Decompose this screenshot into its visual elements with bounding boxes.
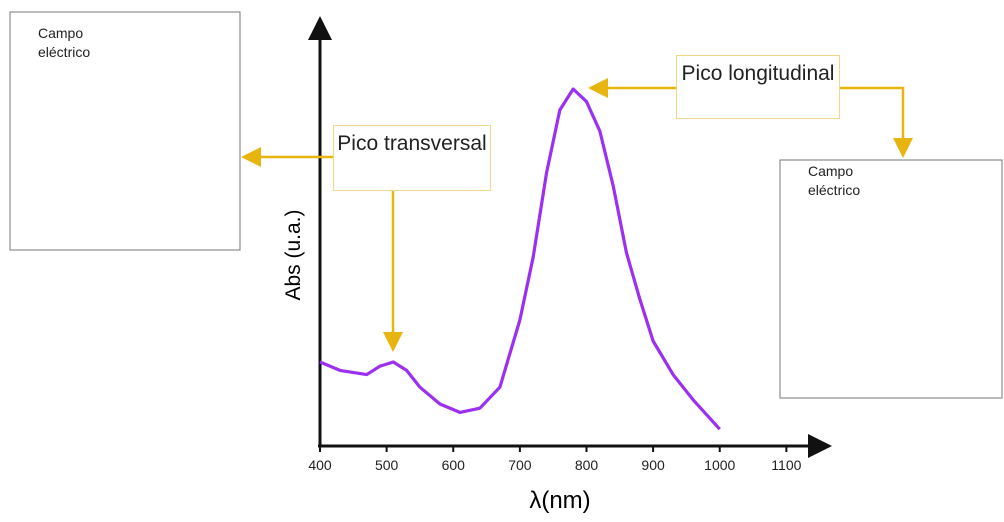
annotation-arrows bbox=[9, 11, 1003, 399]
x-tick-label: 600 bbox=[442, 457, 466, 473]
y-axis-label: Abs (u.a.) bbox=[282, 209, 305, 300]
annotation: Pico longitudinal bbox=[676, 55, 840, 119]
x-tick-label: 900 bbox=[641, 457, 665, 473]
x-tick-label: 500 bbox=[375, 457, 399, 473]
x-tick-label: 700 bbox=[508, 457, 532, 473]
annotation: Pico transversal bbox=[333, 125, 491, 191]
spectrum-line bbox=[319, 87, 721, 431]
inset-label: Campo eléctrico bbox=[808, 162, 888, 200]
arrow bbox=[840, 86, 913, 158]
inset-label: Campo eléctrico bbox=[38, 24, 116, 62]
axes: Abs (u.a.) λ(nm) bbox=[282, 16, 832, 514]
x-tick-label: 400 bbox=[308, 457, 332, 473]
x-tick-label: 1100 bbox=[771, 457, 801, 473]
x-axis-label: λ(nm) bbox=[529, 487, 590, 514]
x-tick-label: 800 bbox=[575, 457, 599, 473]
x-tick-label: 1000 bbox=[704, 457, 735, 473]
